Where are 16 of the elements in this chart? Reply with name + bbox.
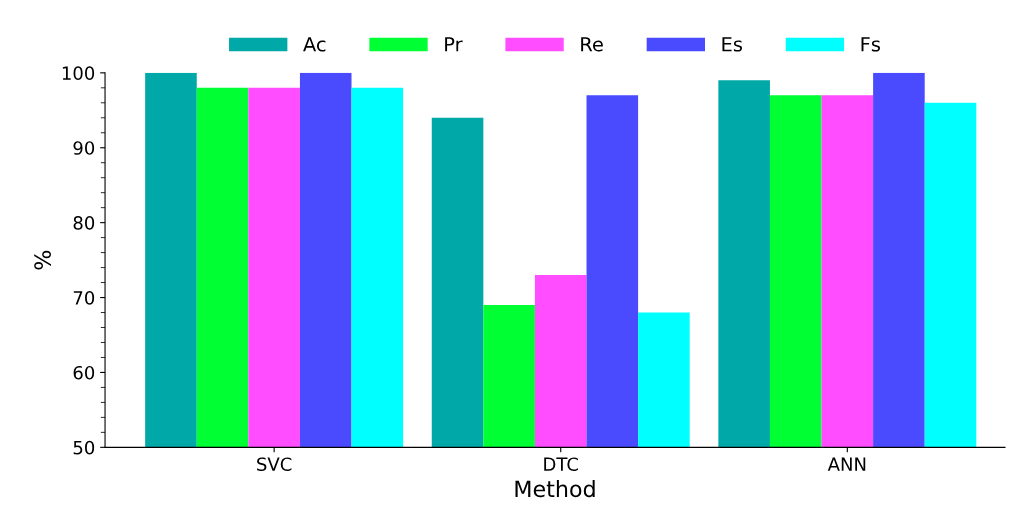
legend-label: Pr <box>445 37 463 52</box>
y-tick-label: 90 <box>73 141 95 155</box>
y-tick-label: 50 <box>73 440 95 455</box>
x-tick-label: SVC <box>257 457 292 472</box>
x-axis-title: Method <box>515 480 595 498</box>
legend-label: Es <box>722 37 743 52</box>
legend-label: Ac <box>303 37 326 52</box>
x-tick-label: ANN <box>827 457 866 471</box>
legend-label: Re <box>581 37 603 52</box>
y-tick-label: 70 <box>73 291 95 305</box>
legend-label: Fs <box>861 37 881 52</box>
y-tick-label: 100 <box>62 66 95 80</box>
y-tick-label: 80 <box>73 216 95 230</box>
x-tick-label: DTC <box>544 457 578 472</box>
y-tick-label: 60 <box>73 365 95 380</box>
y-axis-title: % <box>34 250 51 270</box>
